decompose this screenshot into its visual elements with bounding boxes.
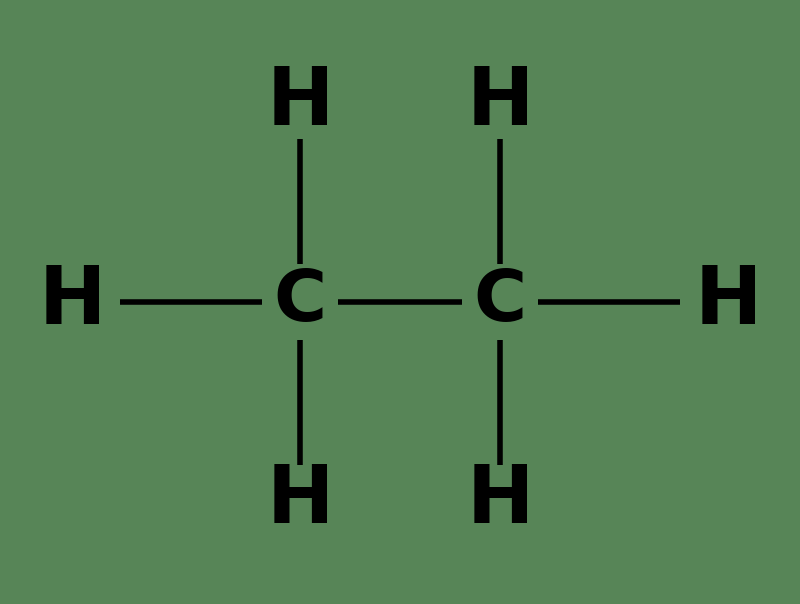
Text: H: H: [266, 462, 334, 541]
Text: C: C: [274, 268, 326, 336]
Text: H: H: [466, 462, 534, 541]
Text: H: H: [466, 63, 534, 142]
Text: H: H: [266, 63, 334, 142]
Text: H: H: [694, 263, 762, 341]
Text: C: C: [474, 268, 526, 336]
Text: H: H: [38, 263, 106, 341]
